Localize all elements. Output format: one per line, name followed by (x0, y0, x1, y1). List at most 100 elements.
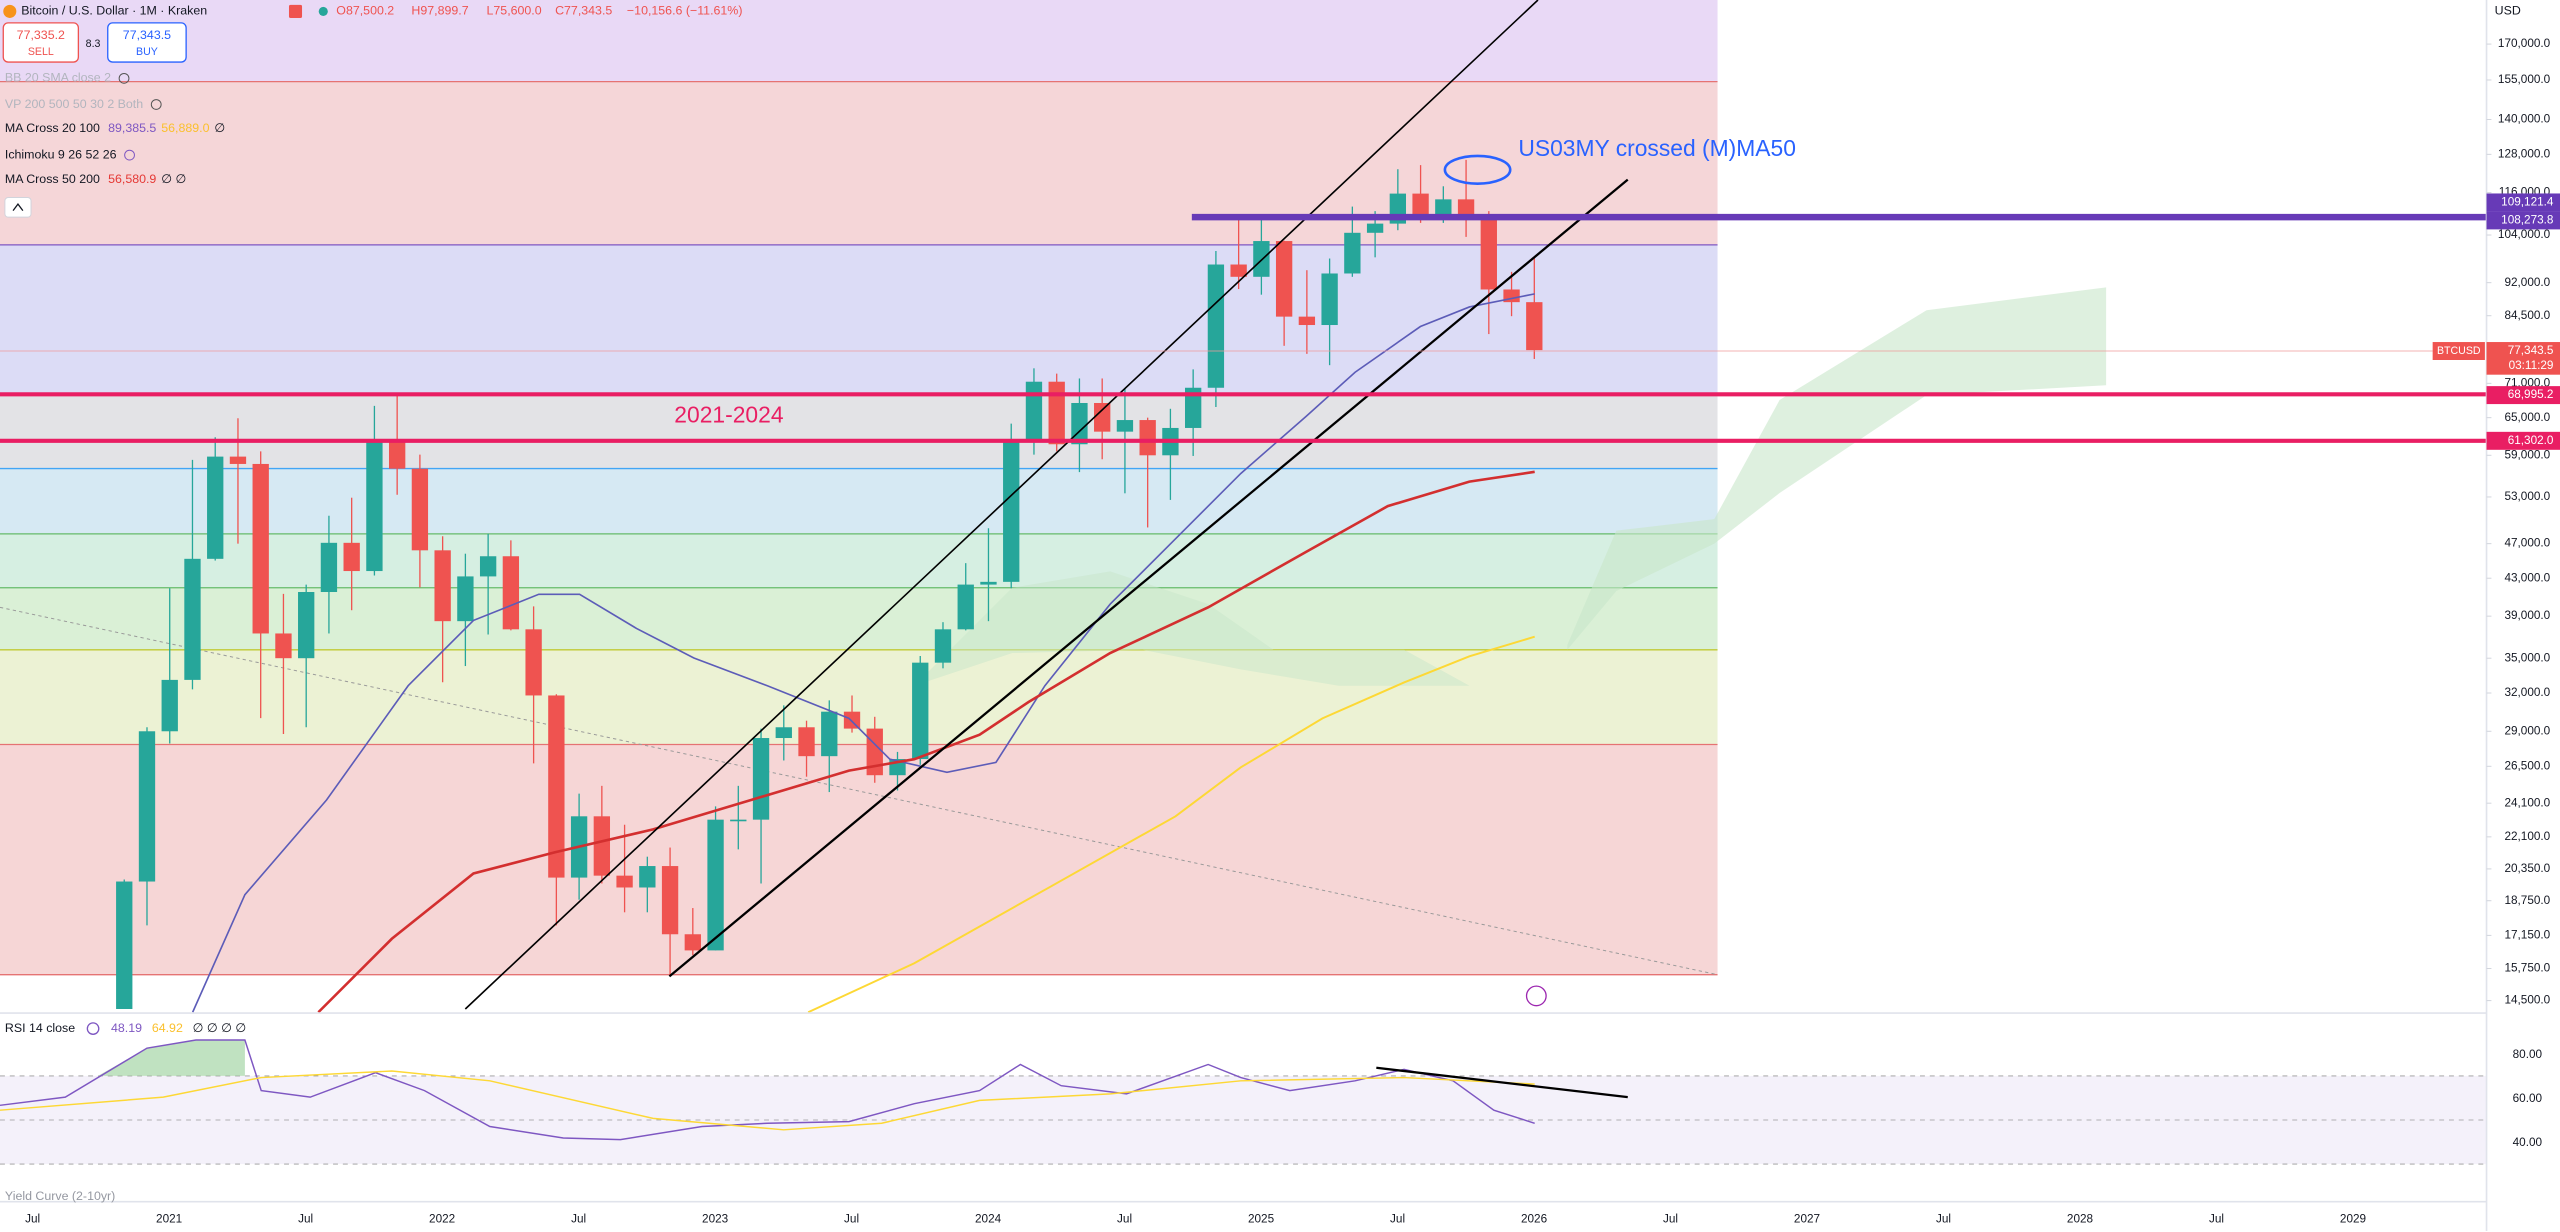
candle-body (1048, 381, 1065, 445)
candle-body (912, 662, 929, 760)
candle-body (1298, 316, 1316, 326)
indicator-name: MA Cross 20 100 (5, 121, 100, 135)
y-tick-label: 18,750.0 (2504, 894, 2550, 907)
sell-button[interactable] (2, 22, 80, 63)
candle-body (684, 934, 701, 951)
candle-body (1321, 273, 1338, 326)
candle-body (1366, 223, 1384, 233)
yield-curve: Yield Curve (2-10yr) (5, 1189, 115, 1203)
y-tick-label: 104,000.0 (2498, 228, 2551, 241)
sell-price: 77,335.2 (17, 28, 65, 42)
annotation: US03MY crossed (M)MA50 (1518, 135, 1796, 161)
currency: USD (2495, 4, 2521, 18)
symbol: Bitcoin / U.S. Dollar · 1M · Kraken (21, 4, 207, 18)
x-tick-label: 2025 (1248, 1213, 1275, 1226)
y-tick-label: 59,000.0 (2504, 448, 2550, 461)
y-tick-label: 26,500.0 (2504, 759, 2550, 772)
price-tag (2486, 211, 2560, 230)
candle-body (1003, 441, 1020, 582)
overlays (0, 0, 2487, 1014)
price-tag-label: 61,302.0 (2508, 434, 2554, 447)
candle-body (1253, 241, 1270, 277)
spread: 8.3 (86, 38, 101, 50)
candle-body (1184, 387, 1202, 428)
rsi-value: 64.92 (152, 1021, 183, 1035)
price-tag (2486, 342, 2560, 375)
rsi-tick-label: 80.00 (2513, 1048, 2543, 1061)
rsi-tick-label: 60.00 (2513, 1092, 2543, 1105)
annotation: 2021-2024 (674, 401, 784, 427)
buy-button[interactable] (107, 22, 187, 63)
x-tick-label: 2023 (702, 1213, 729, 1226)
indicator-name: MA Cross 50 200 (5, 172, 100, 186)
indicator-name: Ichimoku 9 26 52 26 (5, 147, 117, 161)
sell-label: SELL (28, 46, 54, 58)
rsi-pane (0, 1039, 2487, 1165)
y-tick-label: 29,000.0 (2504, 724, 2550, 737)
candle-body (388, 440, 406, 469)
x-tick-label: Jul (25, 1213, 40, 1226)
y-tick-label: 53,000.0 (2504, 490, 2550, 503)
symbol-tag (2432, 342, 2485, 360)
indicator-value: 56,889.0 (161, 121, 209, 135)
candle-body (207, 456, 224, 559)
y-tick-label: 43,000.0 (2504, 571, 2550, 584)
y-tick-label: 22,100.0 (2504, 830, 2550, 843)
candle-body (1344, 232, 1361, 274)
candle-body (275, 633, 292, 659)
price-tag-label: 109,121.4 (2501, 196, 2554, 209)
candle-body (775, 727, 792, 739)
candle-body (980, 581, 997, 585)
x-tick-label: 2029 (2340, 1213, 2366, 1226)
candle-body (1025, 381, 1043, 442)
candle-body (1412, 193, 1429, 220)
candle-body (639, 866, 656, 888)
y-tick-label: 15,750.0 (2504, 962, 2550, 975)
indicator-icon (150, 99, 162, 110)
x-tick-label: Jul (1390, 1213, 1405, 1226)
rsi-tick-label: 40.00 (2513, 1136, 2543, 1149)
candle-body (1480, 214, 1497, 290)
y-tick-label: 84,500.0 (2504, 309, 2550, 322)
candle-body (1116, 420, 1134, 432)
candle-body (252, 463, 269, 634)
y-tick-label: 20,350.0 (2504, 862, 2550, 875)
candle-body (1071, 402, 1088, 445)
x-tick-label: 2024 (975, 1213, 1002, 1226)
indicator-name: VP 200 500 50 30 2 Both (5, 97, 143, 111)
candle-body (116, 881, 133, 1009)
candle-body (730, 819, 747, 822)
y-tick-label: 39,000.0 (2504, 609, 2550, 622)
y-tick-label: 170,000.0 (2498, 37, 2551, 50)
buy-label: BUY (136, 46, 158, 58)
candle-body (1457, 199, 1475, 215)
candle-body (1275, 241, 1293, 317)
candle-body (821, 711, 838, 757)
x-tick-label: Jul (1117, 1213, 1132, 1226)
buy-price: 77,343.5 (123, 28, 171, 42)
candle-body (707, 819, 724, 951)
ohlc: L75,600.0 (487, 4, 542, 18)
price-tag (2486, 193, 2560, 212)
y-tick-label: 17,150.0 (2504, 928, 2550, 941)
candle-body (1230, 264, 1247, 277)
x-tick-label: Jul (2209, 1213, 2224, 1226)
indicator-value: 89,385.5 (108, 121, 156, 135)
y-tick-label: 47,000.0 (2504, 537, 2550, 550)
candle-body (934, 629, 952, 663)
indicator-icon (124, 149, 135, 161)
x-tick-label: Jul (1663, 1213, 1678, 1226)
collapse-button[interactable] (4, 197, 32, 218)
candle-body (593, 816, 611, 876)
candle-body (411, 468, 429, 551)
indicator-value: ∅ (214, 121, 225, 135)
price-tag (2486, 386, 2560, 405)
candle-body (661, 866, 679, 935)
candle-body (184, 558, 201, 680)
rsi-name: RSI 14 close (5, 1021, 75, 1035)
rsi-value: 48.19 (111, 1021, 142, 1035)
y-tick-label: 35,000.0 (2504, 651, 2550, 664)
price-tag-label: 77,343.5 (2508, 344, 2554, 357)
candle-body (366, 440, 383, 572)
